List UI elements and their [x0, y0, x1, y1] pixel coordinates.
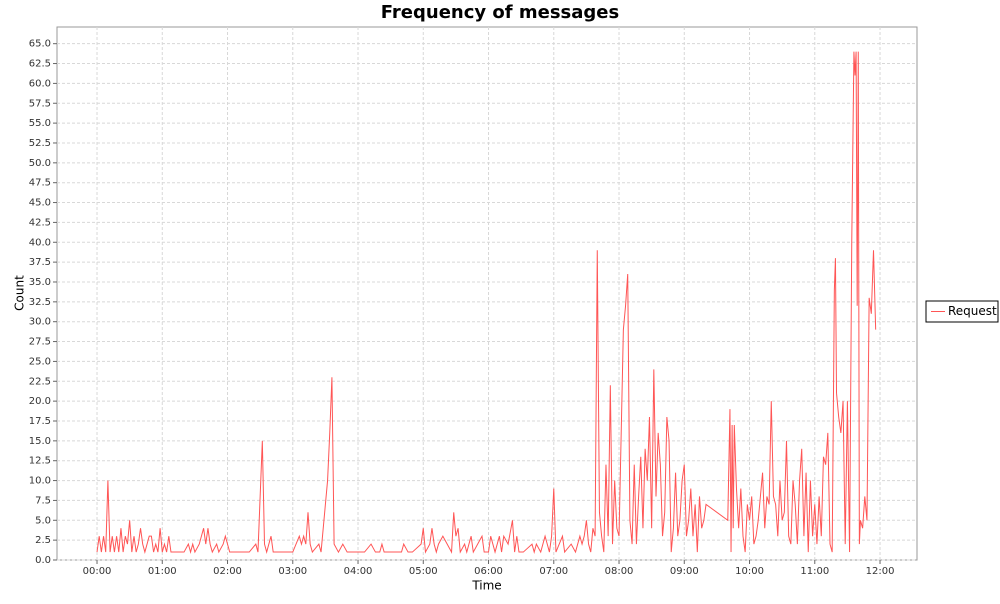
y-tick-label: 7.5: [35, 495, 51, 506]
x-tick-label: 11:00: [800, 566, 829, 577]
x-tick-label: 08:00: [605, 566, 634, 577]
y-tick-label: 20.0: [29, 396, 51, 407]
x-tick-label: 03:00: [278, 566, 307, 577]
plot-area: [56, 26, 918, 561]
x-tick-label: 02:00: [213, 566, 242, 577]
x-tick-label: 10:00: [735, 566, 764, 577]
x-tick-label: 01:00: [148, 566, 177, 577]
x-tick-label: 00:00: [83, 566, 112, 577]
y-tick-label: 52.5: [29, 138, 51, 149]
y-tick-label: 45.0: [29, 198, 51, 209]
x-tick-label: 06:00: [474, 566, 503, 577]
legend-label: Request: [948, 304, 997, 318]
x-tick-label: 12:00: [866, 566, 895, 577]
y-tick-label: 37.5: [29, 257, 51, 268]
y-tick-label: 5.0: [35, 515, 51, 526]
y-tick-label: 15.0: [29, 436, 51, 447]
y-tick-label: 17.5: [29, 416, 51, 427]
y-tick-label: 25.0: [29, 356, 51, 367]
y-tick-label: 42.5: [29, 217, 51, 228]
y-tick-label: 27.5: [29, 337, 51, 348]
y-axis-label: Count: [13, 275, 27, 311]
x-tick-label: 09:00: [670, 566, 699, 577]
y-tick-label: 47.5: [29, 178, 51, 189]
data-line: [96, 51, 877, 554]
y-tick-label: 12.5: [29, 456, 51, 467]
y-tick-label: 30.0: [29, 317, 51, 328]
x-tick-label: 05:00: [409, 566, 438, 577]
y-tick-label: 32.5: [29, 297, 51, 308]
x-tick-label: 07:00: [539, 566, 568, 577]
chart-title: Frequency of messages: [381, 2, 619, 23]
y-tick-label: 2.5: [35, 535, 51, 546]
y-tick-label: 65.0: [29, 39, 51, 50]
legend-box: [925, 300, 999, 323]
y-tick-label: 22.5: [29, 376, 51, 387]
x-axis-label: Time: [471, 579, 501, 593]
y-tick-label: 57.5: [29, 98, 51, 109]
y-tick-label: 35.0: [29, 277, 51, 288]
y-tick-label: 55.0: [29, 118, 51, 129]
y-tick-label: 10.0: [29, 476, 51, 487]
legend: Request: [925, 300, 999, 323]
y-tick-label: 62.5: [29, 59, 51, 70]
y-tick-label: 50.0: [29, 158, 51, 169]
x-tick-label: 04:00: [344, 566, 373, 577]
y-tick-label: 40.0: [29, 237, 51, 248]
y-tick-label: 60.0: [29, 78, 51, 89]
y-tick-label: 0.0: [35, 555, 51, 566]
